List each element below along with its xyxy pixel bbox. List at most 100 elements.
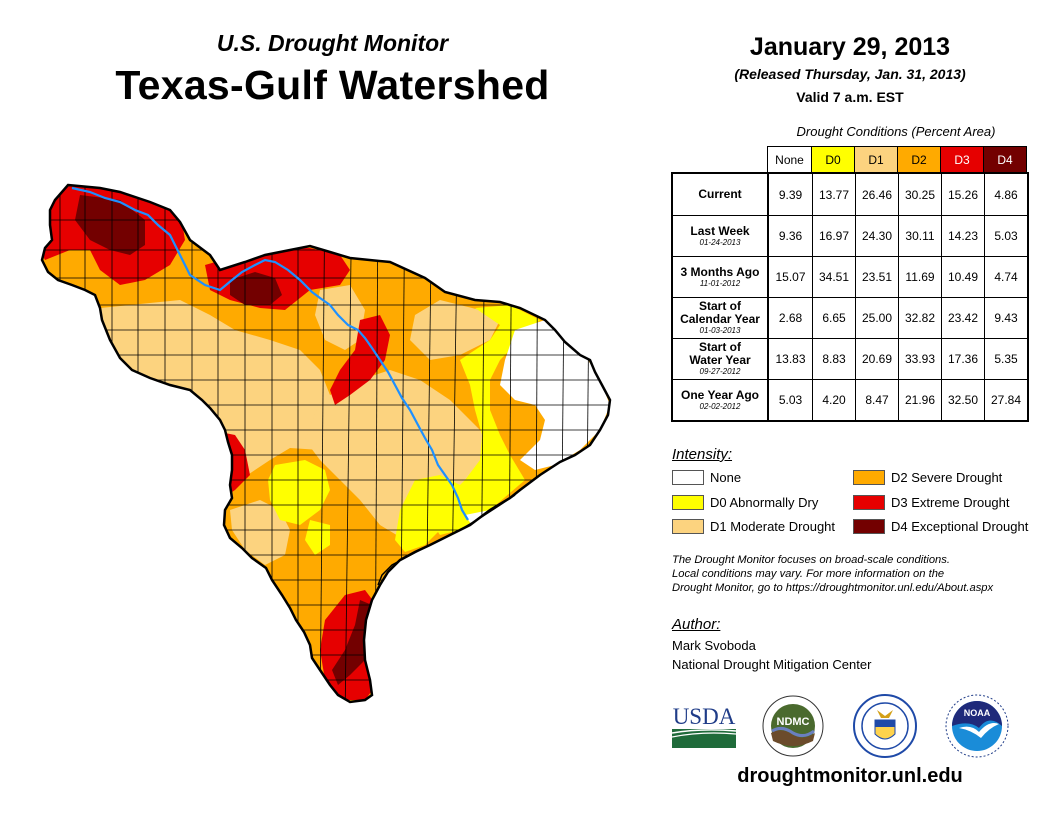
value-cell-none: 13.83 (775, 352, 806, 366)
table-header-row: None D0 D1 D2 D3 D4 (767, 146, 1027, 173)
ndmc-logo: NDMC (762, 695, 824, 762)
value-cell-d4: 9.43 (984, 298, 1027, 338)
d4-area-south (332, 600, 375, 685)
row-label-text: Current (698, 187, 742, 201)
legend-label: D0 Abnormally Dry (710, 495, 819, 510)
row-date: 09-27-2012 (699, 367, 741, 376)
table-row: One Year Ago 02-02-2012 5.03 4.20 8.47 21.96 3… (673, 379, 1027, 420)
value-cell-d0: 16.97 (812, 216, 855, 256)
ndmc-logo-text: NDMC (777, 716, 810, 728)
map-title: Texas-Gulf Watershed (115, 62, 550, 108)
legend-item-d0: D0 Abnormally Dry (672, 495, 818, 510)
value-cell-none: 2.68 (778, 311, 803, 325)
row-label: 3 Months Ago 11-01-2012 (673, 257, 769, 297)
noaa-logo: NOAA (945, 694, 1009, 763)
table-body: Current 9.39 13.77 26.46 30.25 15.26 4.86 Last … (671, 172, 1029, 422)
table-row: Last Week 01-24-2013 9.36 16.97 24.30 30.11 14… (673, 215, 1027, 256)
value-cell-d1: 20.69 (855, 339, 898, 379)
value-cell-d2: 33.93 (898, 339, 941, 379)
valid-time: Valid 7 a.m. EST (796, 89, 904, 105)
drought-map (20, 180, 640, 725)
value-cell-d1: 25.00 (855, 298, 898, 338)
row-label: Start of Calendar Year 01-03-2013 (673, 298, 769, 338)
row-label-text: One Year Ago (680, 387, 760, 402)
barrier-island (377, 494, 516, 586)
legend-item-d2: D2 Severe Drought (853, 470, 1002, 485)
row-date: 01-24-2013 (699, 237, 741, 247)
legend-swatch (853, 495, 885, 510)
value-cell-d1: 8.47 (855, 380, 898, 420)
note-line: Local conditions may vary. For more info… (672, 568, 945, 580)
value-cell-d0: 34.51 (812, 257, 855, 297)
value-cell-d2: 32.82 (898, 298, 941, 338)
value-cell-none: 9.39 (778, 187, 803, 202)
release-date: (Released Thursday, Jan. 31, 2013) (734, 66, 966, 82)
table-caption: Drought Conditions (Percent Area) (796, 124, 996, 139)
note-line: The Drought Monitor focuses on broad-sca… (672, 554, 950, 566)
row-label-text: Start of (699, 340, 741, 354)
row-label-text: Water Year (689, 353, 751, 367)
column-header-d4: D4 (983, 147, 1026, 173)
legend-item-d1: D1 Moderate Drought (672, 519, 835, 534)
d4-area-west-border (210, 452, 230, 485)
value-cell-d3: 17.36 (941, 339, 984, 379)
value-cell-d1: 24.30 (855, 216, 898, 256)
value-cell-d0: 8.83 (812, 339, 855, 379)
value-cell-d1: 26.46 (855, 174, 898, 215)
row-label-text: Start of (699, 299, 741, 313)
table-row: 3 Months Ago 11-01-2012 15.07 34.51 23.51 11.… (673, 256, 1027, 297)
value-cell-d2: 30.11 (898, 216, 941, 256)
river (71, 186, 469, 521)
column-header-d1: D1 (854, 147, 897, 173)
noaa-logo-text: NOAA (964, 708, 991, 718)
legend-label: D3 Extreme Drought (891, 495, 1010, 510)
map-subtitle: U.S. Drought Monitor (216, 30, 449, 56)
legend-swatch (672, 470, 704, 485)
commerce-logo (853, 694, 917, 763)
value-cell-d3: 23.42 (941, 298, 984, 338)
value-cell-d4: 5.03 (984, 216, 1027, 256)
table-row: Current 9.39 13.77 26.46 30.25 15.26 4.86 (673, 174, 1027, 215)
value-cell-d3: 15.26 (941, 174, 984, 215)
drought-areas (42, 185, 610, 702)
value-cell-d4: 4.86 (984, 174, 1027, 215)
d0-area-south-central (268, 460, 330, 525)
value-cell-d0: 6.65 (812, 298, 855, 338)
d4-area-northwest (75, 195, 145, 255)
legend-swatch (853, 470, 885, 485)
usda-logo: USDA (671, 702, 737, 753)
value-cell-d1: 23.51 (855, 257, 898, 297)
d0-area-south-spot (305, 520, 330, 555)
column-header-none: None (768, 147, 811, 173)
d0-area-northeast (430, 305, 540, 535)
value-cell-d2: 30.25 (898, 174, 941, 215)
value-cell-d4: 4.74 (984, 257, 1027, 297)
watershed-boundary (40, 183, 612, 704)
row-date: 11-01-2012 (699, 278, 741, 288)
legend-item-d4: D4 Exceptional Drought (853, 519, 1028, 534)
column-header-d0: D0 (811, 147, 854, 173)
row-date: 01-03-2013 (699, 326, 741, 335)
value-cell-none: 15.07 (775, 270, 806, 284)
row-label: Start of Water Year 09-27-2012 (673, 339, 769, 379)
value-cell-d0: 4.20 (812, 380, 855, 420)
row-date: 02-02-2012 (699, 401, 741, 411)
d0-area-west-edge (90, 380, 135, 435)
legend-label: D2 Severe Drought (891, 470, 1003, 485)
column-header-d2: D2 (897, 147, 940, 173)
map-date: January 29, 2013 (749, 33, 951, 61)
row-label-text: Calendar Year (680, 312, 760, 326)
legend-label: D1 Moderate Drought (710, 519, 836, 534)
website-url[interactable]: droughtmonitor.unl.edu (737, 765, 963, 787)
column-header-d3: D3 (940, 147, 983, 173)
note-line: Drought Monitor, go to https://droughtmo… (672, 582, 994, 594)
legend-label: None (710, 470, 742, 485)
value-cell-d3: 32.50 (941, 380, 984, 420)
author-title: Author: (672, 616, 721, 633)
legend-title: Intensity: (672, 446, 733, 463)
row-label-text: Last Week (690, 223, 750, 238)
d4-area-north (230, 272, 282, 305)
value-cell-none: 9.36 (778, 229, 803, 243)
value-cell-d4: 27.84 (984, 380, 1027, 420)
legend-label: D4 Exceptional Drought (891, 519, 1029, 534)
